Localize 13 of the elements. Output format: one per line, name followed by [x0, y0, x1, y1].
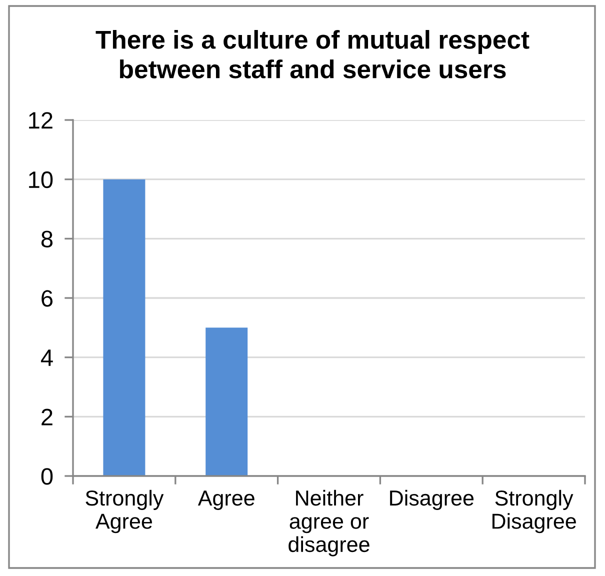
y-tick-label: 6 [42, 290, 53, 307]
y-tick-label: 0 [41, 468, 53, 485]
y-tick-label: 12 [29, 112, 52, 129]
x-tick-label: Agree [198, 490, 254, 510]
x-tick-label: Neither agree or disagree [288, 490, 370, 556]
y-tick-label: 2 [42, 408, 52, 426]
y-tick-label: 8 [41, 230, 53, 248]
chart-title: There is a culture of mutual respect between staff and service users [96, 30, 530, 78]
x-tick-label: Disagree [390, 490, 474, 510]
x-tick-label: Strongly Disagree [492, 490, 576, 534]
y-tick-label: 10 [29, 171, 53, 188]
x-tick-label: Strongly Agree [86, 490, 164, 534]
y-tick-label: 4 [40, 350, 53, 366]
